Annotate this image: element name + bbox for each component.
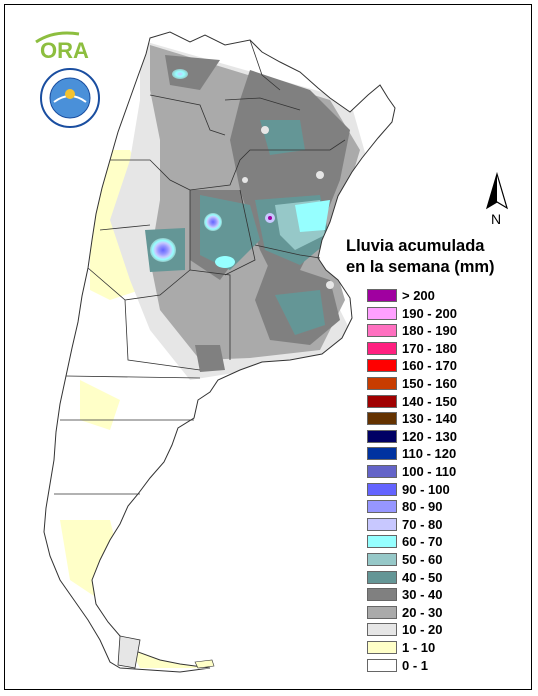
legend-swatch <box>367 517 397 531</box>
legend-label: 50 - 60 <box>402 552 443 567</box>
legend-label: 60 - 70 <box>402 534 443 550</box>
legend-title: Lluvia acumulada en la semana (mm) <box>346 236 531 278</box>
legend-item: 130 - 140 <box>367 410 517 428</box>
legend-swatch <box>367 429 397 443</box>
legend-swatch <box>367 377 397 390</box>
legend-label: 100 - 110 <box>402 464 457 479</box>
legend-item: 150 - 160 <box>367 375 517 393</box>
legend-item: 160 - 170 <box>367 357 517 375</box>
legend-swatch <box>367 641 397 654</box>
legend-item: 80 - 90 <box>367 498 517 516</box>
legend-item: 30 - 40 <box>367 586 517 604</box>
legend-label: 170 - 180 <box>402 340 457 356</box>
legend-label: 90 - 100 <box>402 481 450 497</box>
legend-swatch <box>367 394 397 408</box>
legend-label: 10 - 20 <box>402 622 443 638</box>
legend-label: 20 - 30 <box>402 604 443 620</box>
legend-item: 1 - 10 <box>367 639 517 657</box>
legend-label: 80 - 90 <box>402 499 443 515</box>
legend-swatch <box>367 341 397 355</box>
province-borders <box>54 39 346 495</box>
legend-swatch <box>367 658 397 672</box>
legend-item: 70 - 80 <box>367 516 517 534</box>
legend-item: 100 - 110 <box>367 463 517 481</box>
legend-label: 190 - 200 <box>402 305 457 321</box>
legend-swatch <box>367 570 397 584</box>
legend-swatch <box>367 500 397 514</box>
legend-label: > 200 <box>402 288 435 303</box>
legend-item: 10 - 20 <box>367 621 517 639</box>
legend-item: 120 - 130 <box>367 428 517 446</box>
legend-swatch <box>367 447 397 461</box>
legend-label: 70 - 80 <box>402 516 443 532</box>
ora-logo: ORA <box>34 28 104 63</box>
legend-swatch <box>367 289 397 302</box>
legend-swatch <box>367 553 397 566</box>
legend-swatch <box>367 465 397 478</box>
legend-item: 50 - 60 <box>367 551 517 569</box>
svg-text:N: N <box>491 211 501 227</box>
legend-swatch <box>367 605 397 619</box>
legend-label: 110 - 120 <box>402 446 457 462</box>
legend-swatch <box>367 623 397 637</box>
legend-swatch <box>367 324 397 338</box>
legend-label: 120 - 130 <box>402 428 457 444</box>
legend-label: 140 - 150 <box>402 393 457 409</box>
svg-text:ORA: ORA <box>40 38 89 62</box>
legend-title-line1: Lluvia acumulada <box>346 237 485 255</box>
legend-label: 30 - 40 <box>402 587 443 603</box>
legend-label: 180 - 190 <box>402 323 457 339</box>
legend-item: 180 - 190 <box>367 322 517 340</box>
legend-item: 20 - 30 <box>367 604 517 622</box>
legend-item: 170 - 180 <box>367 340 517 358</box>
legend-swatch <box>367 588 397 602</box>
legend-item: 140 - 150 <box>367 393 517 411</box>
legend-swatch <box>367 535 397 549</box>
north-arrow-icon: N <box>482 171 512 228</box>
smn-logo <box>40 68 100 128</box>
legend-label: 130 - 140 <box>402 411 457 427</box>
legend-item: 110 - 120 <box>367 445 517 463</box>
legend-swatch <box>367 359 397 373</box>
legend-label: 1 - 10 <box>402 640 436 655</box>
legend-item: 60 - 70 <box>367 533 517 551</box>
legend-item: 90 - 100 <box>367 481 517 499</box>
legend-swatch <box>367 306 397 320</box>
legend-title-line2: en la semana (mm) <box>346 258 495 276</box>
legend-label: 160 - 170 <box>402 358 457 374</box>
legend-label: 0 - 1 <box>402 657 429 673</box>
legend-label: 40 - 50 <box>402 569 443 585</box>
legend-label: 150 - 160 <box>402 376 457 391</box>
legend-item: > 200 <box>367 287 517 305</box>
legend-item: 0 - 1 <box>367 657 517 675</box>
legend-item: 190 - 200 <box>367 305 517 323</box>
legend-item: 40 - 50 <box>367 569 517 587</box>
legend-swatch <box>367 412 397 426</box>
legend-swatch <box>367 482 397 496</box>
